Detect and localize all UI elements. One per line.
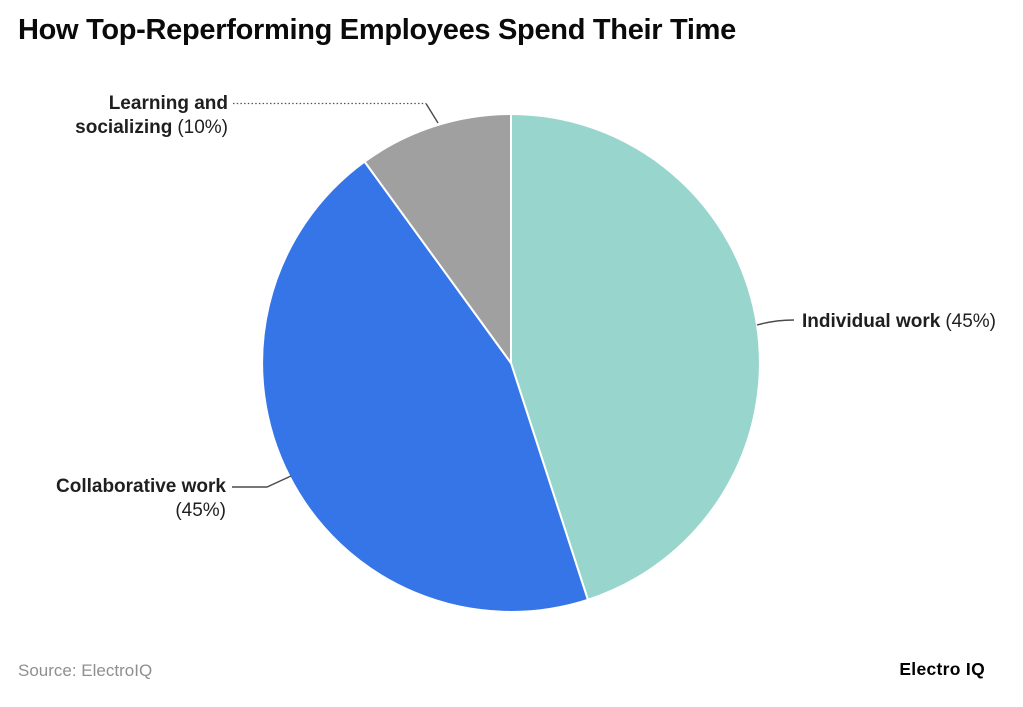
slice-label-learning: Learning and socializing (10%) (75, 92, 228, 140)
pie-slice-collaborative-work (261, 160, 589, 613)
slice-label-learning-name1: Learning and (108, 93, 228, 114)
pie-slice-individual-work (510, 113, 761, 601)
brand-logo: Electro IQ (899, 659, 985, 679)
slice-label-learning-name2: socializing (75, 117, 173, 138)
slice-label-individual-name: Individual work (802, 311, 941, 332)
pie-chart (261, 113, 761, 613)
pie-slice-learning-and-socializing (363, 113, 512, 364)
slice-label-learning-line1: Learning and (75, 92, 228, 116)
slice-label-collaborative-pct: (45%) (175, 500, 226, 521)
leader-line-collaborative (232, 475, 292, 488)
slice-label-individual: Individual work (45%) (802, 310, 996, 334)
slice-label-collaborative: Collaborative work (45%) (56, 475, 226, 523)
slice-label-learning-pct: (10%) (177, 117, 228, 138)
leader-line-learning-bend (425, 103, 439, 124)
chart-title: How Top-Reperforming Employees Spend The… (18, 14, 736, 46)
source-note: Source: ElectroIQ (18, 661, 153, 680)
slice-label-collaborative-name: Collaborative work (56, 476, 226, 497)
leader-line-individual (756, 319, 795, 326)
slice-label-individual-pct: (45%) (945, 311, 996, 332)
slice-label-learning-line2: socializing (10%) (75, 116, 228, 140)
